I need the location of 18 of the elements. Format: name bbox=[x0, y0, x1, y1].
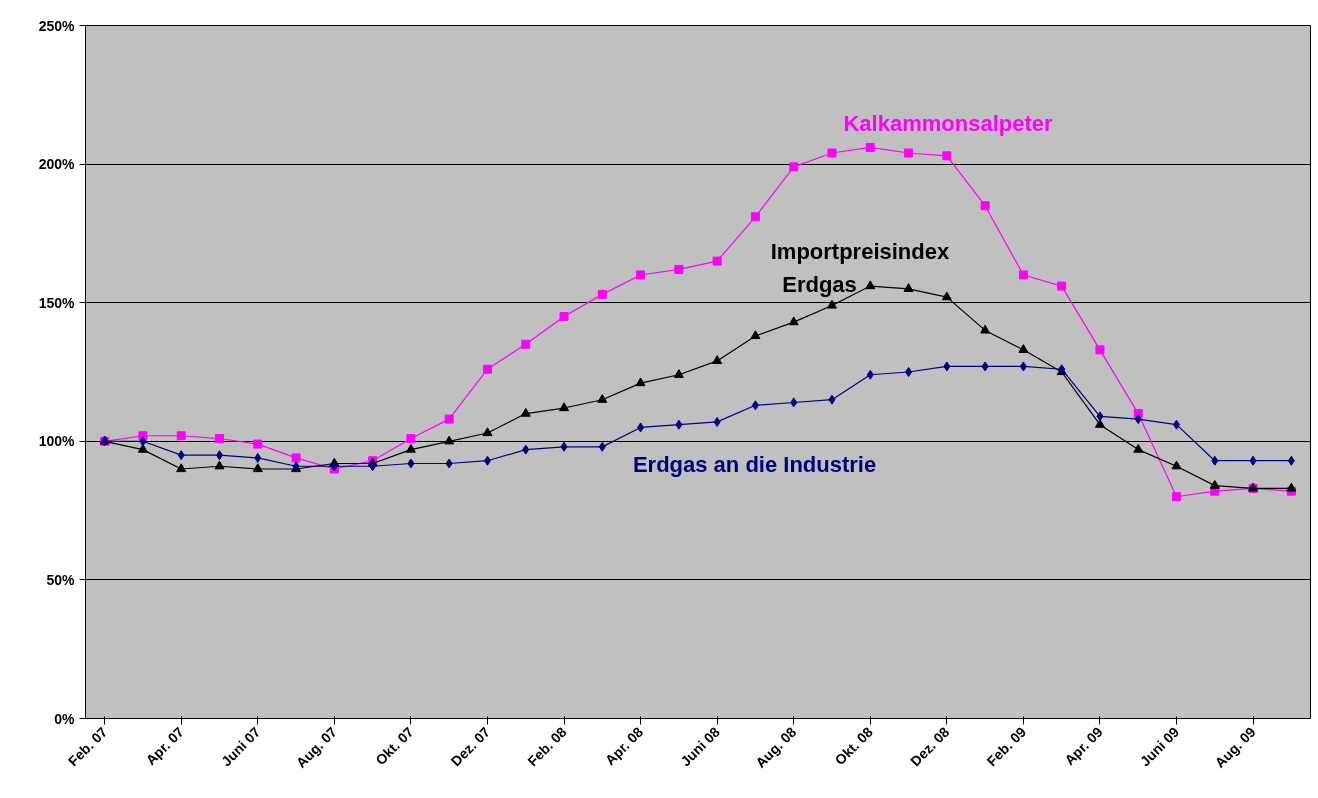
series-label: Importpreisindex Erdgas bbox=[770, 238, 950, 298]
x-tick-label: Apr. 09 bbox=[1061, 723, 1106, 769]
x-tick-label: Okt. 07 bbox=[372, 723, 417, 769]
series-label: Kalkammonsalpeter bbox=[843, 111, 1053, 137]
x-tick-label: Aug. 09 bbox=[1211, 723, 1259, 771]
x-tick-label: Dez. 08 bbox=[907, 723, 953, 770]
y-tick-label: 250% bbox=[38, 17, 76, 34]
y-tick-label: 150% bbox=[38, 294, 76, 311]
y-tick-label: 100% bbox=[38, 433, 76, 450]
y-tick-label: 200% bbox=[38, 156, 76, 173]
x-tick-label: Apr. 08 bbox=[601, 723, 647, 769]
x-tick-label: Feb. 09 bbox=[983, 723, 1030, 770]
x-tick-label: Okt. 08 bbox=[831, 723, 877, 769]
x-tick-label: Dez. 07 bbox=[447, 723, 494, 770]
x-tick-label: Apr. 07 bbox=[142, 723, 188, 769]
series-label: Erdgas an die Industrie bbox=[632, 452, 877, 478]
x-tick-label: Feb. 08 bbox=[524, 723, 570, 770]
y-tick-label: 50% bbox=[46, 571, 76, 588]
